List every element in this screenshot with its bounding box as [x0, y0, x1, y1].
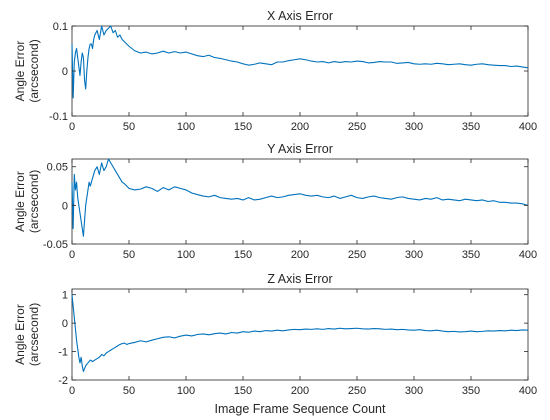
y-axis-label-line: Angle Error [13, 304, 27, 365]
y-axis-label-line: Angle Error [13, 171, 27, 232]
y-axis-label-line: (arcsecond) [27, 170, 41, 233]
x-tick-label: 200 [291, 121, 309, 133]
subplot-1: 0 50 100 150 200 250 300 350 400-0.100.1X Axis E… [13, 9, 537, 133]
y-tick-label: 0.05 [47, 162, 68, 174]
y-tick-label: 0 [62, 318, 68, 330]
x-tick-label: 50 [123, 121, 135, 133]
y-tick-label: 0 [62, 200, 68, 212]
x-tick-label: 400 [519, 249, 537, 261]
x-tick-label: 0 [69, 121, 75, 133]
axes-box [71, 25, 529, 117]
subplot-title: X Axis Error [267, 9, 333, 23]
y-tick-label: -0.1 [49, 111, 68, 123]
x-tick-label: 0 [69, 385, 75, 397]
axes-box [71, 288, 529, 381]
y-tick-label: 1 [62, 290, 68, 302]
series-line-1 [71, 294, 529, 373]
x-axis-label: Image Frame Sequence Count [215, 402, 386, 416]
y-axis-label-line: (arcsecond) [27, 39, 41, 102]
subplot-3: 0 50 100 150 200 250 300 350 400 -2 -1 0 1 Z Axis Err… [13, 272, 537, 397]
x-tick-label: 150 [234, 121, 252, 133]
x-tick-label: 100 [177, 249, 195, 261]
y-axis-label: Angle Error(arcsecond) [13, 39, 41, 102]
subplots: 0 50 100 150 200 250 300 350 400-0.100.1X Axis E… [13, 9, 537, 397]
subplot-title: Z Axis Error [267, 272, 332, 286]
x-tick-label: 50 [123, 385, 135, 397]
x-tick-label: 250 [348, 249, 366, 261]
x-tick-label: 250 [348, 121, 366, 133]
x-tick-label: 350 [462, 121, 480, 133]
x-tick-label: 0 [69, 249, 75, 261]
y-tick-label: -1 [58, 347, 68, 359]
y-axis-label-line: Angle Error [13, 41, 27, 102]
x-tick-label: 150 [234, 385, 252, 397]
x-tick-label: 200 [291, 249, 309, 261]
subplot-title: Y Axis Error [267, 142, 333, 156]
y-axis-label-line: (arcsecond) [27, 303, 41, 366]
x-tick-label: 250 [348, 385, 366, 397]
y-tick-label: 0 [62, 66, 68, 78]
y-axis-label: Angle Error(arcsecond) [13, 170, 41, 233]
x-tick-label: 350 [462, 249, 480, 261]
x-tick-label: 50 [123, 249, 135, 261]
y-axis-label: Angle Error(arcsecond) [13, 303, 41, 366]
x-tick-label: 150 [234, 249, 252, 261]
x-tick-label: 300 [405, 385, 423, 397]
series-line-1 [71, 25, 529, 99]
x-tick-label: 400 [519, 121, 537, 133]
y-tick-label: -0.05 [43, 239, 68, 251]
x-tick-label: 100 [177, 385, 195, 397]
series-line-1 [71, 158, 529, 237]
x-tick-label: 300 [405, 121, 423, 133]
x-tick-label: 350 [462, 385, 480, 397]
y-tick-label: -2 [58, 375, 68, 387]
x-tick-label: 300 [405, 249, 423, 261]
x-tick-label: 200 [291, 385, 309, 397]
axes-box [71, 158, 529, 245]
y-tick-label: 0.1 [53, 21, 68, 33]
x-tick-label: 100 [177, 121, 195, 133]
x-tick-label: 400 [519, 385, 537, 397]
